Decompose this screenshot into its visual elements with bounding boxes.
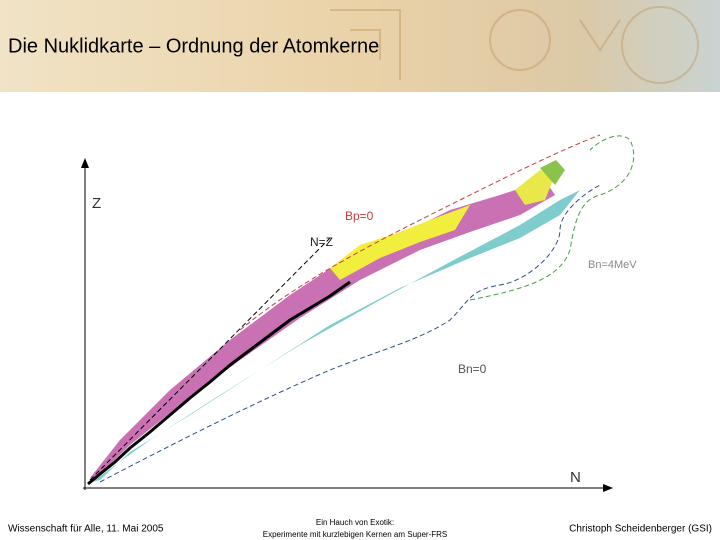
footer-center: Experimente mit kurzlebigen Kernen am Su…	[263, 530, 448, 539]
yellow-region	[330, 205, 470, 280]
green-region	[540, 160, 565, 185]
x-arrow	[603, 484, 613, 492]
y-arrow	[81, 158, 89, 168]
stable-nuclei-line	[87, 280, 351, 486]
proton-rich-band	[90, 180, 555, 478]
y-axis-label: Z	[92, 195, 101, 212]
footer-left: Wissenschaft für Alle, 11. Mai 2005	[8, 524, 164, 535]
header-banner	[0, 0, 720, 92]
nz-line	[89, 237, 331, 481]
bn4-label: Bn=4MeV	[588, 259, 637, 271]
bn0-label: Bn=0	[458, 362, 487, 376]
yellow-region	[515, 170, 555, 205]
bn4-line	[469, 135, 635, 301]
bp-line	[239, 134, 601, 331]
nz-label: N=Z	[310, 235, 333, 249]
slide-title: Die Nuklidkarte – Ordnung der Atomkerne	[8, 35, 379, 57]
footer-center: Ein Hauch von Exotik:	[316, 518, 394, 527]
x-axis-label: N	[570, 469, 581, 486]
neutron-rich-band	[92, 190, 580, 482]
header-decoration	[330, 6, 699, 84]
bp-label: Bp=0	[345, 209, 374, 223]
footer-right: Christoph Scheidenberger (GSI)	[569, 524, 712, 535]
bn0-line	[99, 184, 601, 483]
